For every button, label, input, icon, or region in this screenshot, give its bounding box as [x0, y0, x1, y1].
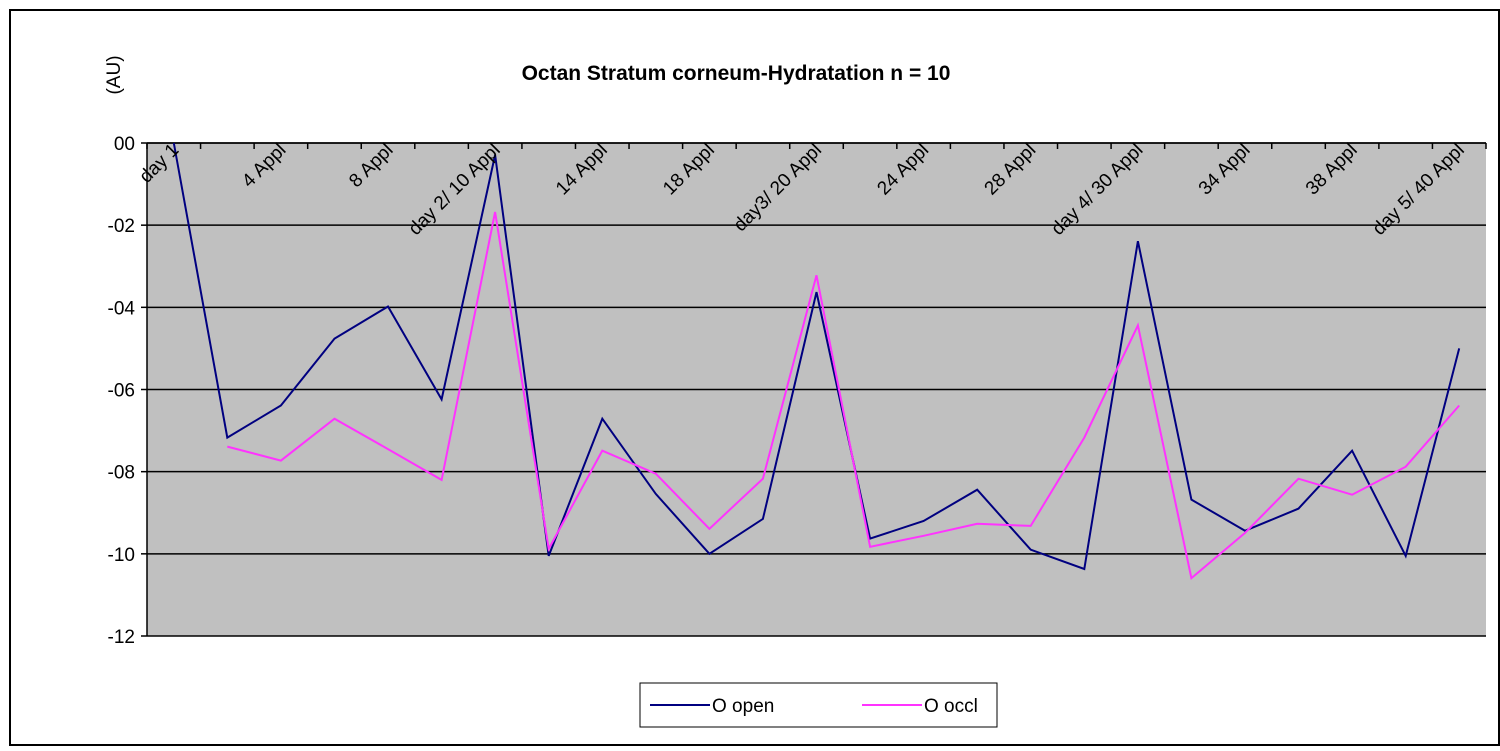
chart-title: Octan Stratum corneum-Hydratation n = 10 [522, 62, 951, 85]
y-tick-label: -02 [108, 216, 135, 237]
y-axis-label: (AU) [104, 55, 125, 94]
legend-label: O open [712, 696, 774, 717]
y-tick-label: 00 [114, 134, 135, 155]
y-tick-label: -08 [108, 463, 135, 484]
y-tick-label: -12 [108, 627, 135, 648]
y-tick-label: -06 [108, 381, 135, 402]
legend-label: O occl [924, 696, 978, 717]
series-line [227, 211, 1460, 580]
series-line [172, 142, 1461, 571]
y-tick-label: -04 [108, 298, 136, 319]
grid [141, 142, 1487, 637]
y-tick-label: -10 [108, 545, 135, 566]
lines [172, 142, 1461, 580]
